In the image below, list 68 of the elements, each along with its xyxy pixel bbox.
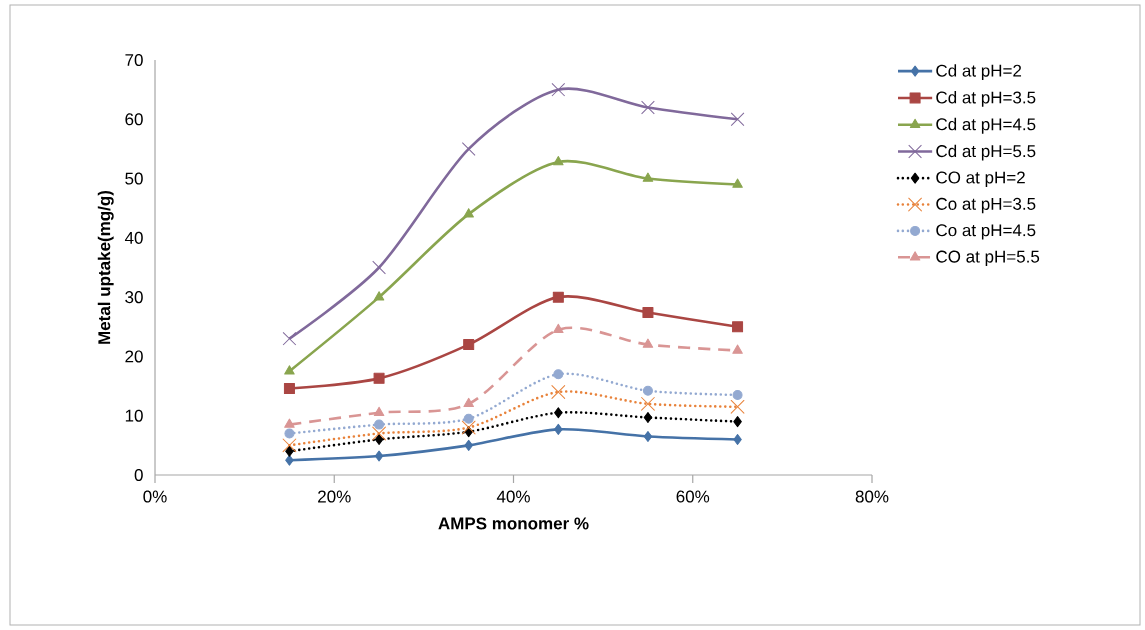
legend-label: Cd at pH=3.5 <box>936 91 1036 107</box>
point <box>463 339 475 351</box>
point <box>732 344 743 354</box>
y-tick-label: 10 <box>125 409 143 422</box>
point <box>642 338 654 348</box>
point <box>732 321 744 333</box>
point <box>553 369 564 380</box>
point <box>285 445 294 457</box>
point <box>284 428 295 439</box>
point <box>551 385 566 399</box>
point <box>373 406 385 416</box>
x-tick-label: 80% <box>855 490 889 503</box>
point <box>641 100 655 115</box>
point <box>553 323 564 333</box>
legend-label: CO at pH=2 <box>936 171 1025 187</box>
point <box>284 365 295 375</box>
point <box>463 208 474 218</box>
legend-label: Cd at pH=2 <box>936 64 1022 81</box>
point <box>372 426 386 441</box>
point <box>463 397 474 408</box>
y-axis-title: Metal uptake(mg/g) <box>97 190 114 344</box>
x-axis-title: AMPS monomer % <box>438 517 589 530</box>
point <box>464 439 473 451</box>
point <box>373 372 385 384</box>
point <box>733 416 742 428</box>
point <box>282 438 297 453</box>
point <box>732 178 743 188</box>
y-tick-label: 50 <box>125 172 143 185</box>
y-tick-label: 60 <box>125 113 143 126</box>
point <box>553 155 564 166</box>
y-tick-label: 40 <box>124 231 143 244</box>
point <box>733 433 742 445</box>
point <box>643 411 653 423</box>
point <box>284 418 295 428</box>
x-tick-label: 40% <box>496 490 530 503</box>
point <box>374 433 384 445</box>
y-tick-label: 20 <box>125 350 143 363</box>
point <box>374 450 384 462</box>
legend-label: Co at pH=4.5 <box>936 224 1036 240</box>
x-tick-label: 20% <box>318 490 351 503</box>
point <box>374 419 385 430</box>
y-tick-label: 0 <box>134 468 143 482</box>
point <box>641 396 655 411</box>
x-tick-label: 0% <box>143 490 167 503</box>
legend-label: CO at pH=5.5 <box>936 250 1040 266</box>
legend-label: Co at pH=3.5 <box>936 197 1036 214</box>
point <box>285 454 294 466</box>
legend-label: Cd at pH=5.5 <box>936 144 1036 161</box>
point <box>732 389 743 400</box>
point <box>373 291 385 301</box>
y-tick-label: 70 <box>125 53 143 67</box>
point <box>730 399 745 414</box>
point <box>642 307 654 319</box>
legend-label: Cd at pH=4.5 <box>936 117 1036 134</box>
point <box>551 82 566 97</box>
point <box>554 407 563 419</box>
point <box>283 382 295 394</box>
point <box>642 385 653 396</box>
point <box>461 420 476 435</box>
y-tick-label: 30 <box>125 291 143 304</box>
point <box>643 430 653 442</box>
point <box>552 291 564 303</box>
point <box>642 172 654 182</box>
point <box>463 413 474 424</box>
point <box>554 423 563 435</box>
point <box>730 112 745 127</box>
point <box>282 331 297 346</box>
x-tick-label: 60% <box>676 490 710 503</box>
